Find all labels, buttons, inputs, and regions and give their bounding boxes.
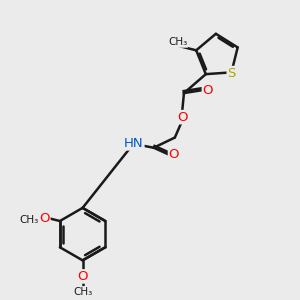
Text: O: O: [169, 148, 179, 161]
Text: CH₃: CH₃: [168, 37, 188, 47]
Text: O: O: [77, 270, 88, 283]
Text: CH₃: CH₃: [20, 215, 39, 225]
Text: HN: HN: [124, 137, 144, 150]
Text: CH₃: CH₃: [73, 287, 92, 297]
Text: O: O: [202, 84, 213, 97]
Text: S: S: [227, 67, 236, 80]
Text: O: O: [39, 212, 50, 225]
Text: O: O: [177, 111, 188, 124]
